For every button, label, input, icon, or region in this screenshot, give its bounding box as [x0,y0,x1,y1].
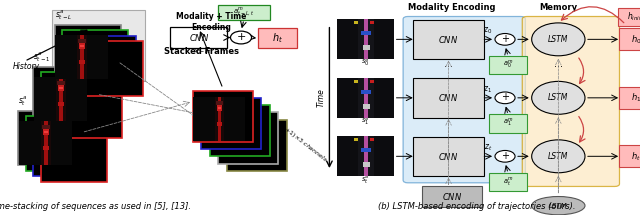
Text: $z_t$: $z_t$ [484,143,492,154]
Text: $CNN$: $CNN$ [438,92,459,103]
Ellipse shape [532,197,585,215]
Text: $s_1^a$: $s_1^a$ [361,116,370,128]
Text: $a_0^m$: $a_0^m$ [503,59,513,71]
Text: $s_t^a$: $s_t^a$ [19,94,28,108]
FancyBboxPatch shape [33,67,100,122]
Text: Memory: Memory [540,3,577,12]
FancyBboxPatch shape [170,28,227,48]
FancyBboxPatch shape [490,114,527,132]
Text: $h_1$: $h_1$ [631,92,640,104]
FancyBboxPatch shape [620,145,640,167]
FancyBboxPatch shape [413,20,484,59]
FancyBboxPatch shape [19,111,84,166]
Text: $(L\!+\!1)\!\times\!3$ channels: $(L\!+\!1)\!\times\!3$ channels [277,121,330,165]
Text: LSTM: LSTM [548,35,568,44]
FancyBboxPatch shape [413,78,484,118]
FancyBboxPatch shape [227,120,287,171]
Text: $CNN$: $CNN$ [438,151,459,162]
Text: +: + [501,34,509,44]
Circle shape [495,34,515,45]
Circle shape [495,92,515,104]
Text: ...: ... [554,59,563,69]
Text: Modality Encoding: Modality Encoding [408,3,495,12]
Text: $s_{t-L\epsilon}$: $s_{t-L\epsilon}$ [193,47,211,56]
FancyBboxPatch shape [41,72,107,127]
Text: $a_t^m$: $a_t^m$ [503,176,513,188]
Text: Stacked Frames: Stacked Frames [164,47,239,56]
Text: $CNN$: $CNN$ [189,32,209,43]
Text: $z_1$: $z_1$ [483,84,492,95]
FancyBboxPatch shape [52,10,145,81]
Text: (a) Frame-stacking of sequences as used in [5], [13].: (a) Frame-stacking of sequences as used … [0,202,191,211]
Text: ...: ... [444,59,453,69]
FancyBboxPatch shape [202,98,262,149]
FancyBboxPatch shape [41,127,107,182]
Circle shape [230,31,252,44]
FancyBboxPatch shape [490,173,527,191]
Text: (b) LSTM-based encoding of trajectories (ours).: (b) LSTM-based encoding of trajectories … [378,202,575,211]
Ellipse shape [532,140,585,173]
Text: $a_1^m$: $a_1^m$ [503,117,513,129]
Text: +: + [236,32,246,42]
Ellipse shape [532,23,585,56]
FancyBboxPatch shape [70,36,136,91]
FancyBboxPatch shape [49,78,115,132]
Text: $s_{t-1}^a$: $s_{t-1}^a$ [33,51,51,64]
FancyBboxPatch shape [218,112,278,164]
Text: LSTM: LSTM [549,203,568,209]
Text: LSTM: LSTM [548,93,568,102]
Text: History: History [12,61,40,71]
Text: $h_{init}$: $h_{init}$ [627,11,640,23]
Text: $h_t$: $h_t$ [631,150,640,163]
FancyBboxPatch shape [522,17,620,186]
Text: +: + [501,92,509,103]
FancyBboxPatch shape [56,83,122,138]
Circle shape [495,150,515,162]
FancyBboxPatch shape [218,5,269,20]
Text: +: + [501,151,509,161]
Text: $z_0$: $z_0$ [483,26,492,37]
FancyBboxPatch shape [403,17,525,183]
FancyBboxPatch shape [33,122,100,176]
Text: $a^m_{t-L,t}$: $a^m_{t-L,t}$ [233,6,255,18]
Text: $h_0$: $h_0$ [630,33,640,46]
FancyBboxPatch shape [26,116,92,171]
FancyBboxPatch shape [490,56,527,74]
FancyBboxPatch shape [77,41,143,96]
Text: $h_t$: $h_t$ [271,32,283,45]
Ellipse shape [532,81,585,114]
FancyBboxPatch shape [618,8,640,26]
FancyBboxPatch shape [193,91,253,142]
FancyBboxPatch shape [257,28,297,48]
FancyBboxPatch shape [422,186,481,207]
Text: $s_{t-L}^a$: $s_{t-L}^a$ [54,8,72,22]
FancyBboxPatch shape [413,137,484,176]
FancyBboxPatch shape [210,105,270,156]
Text: ...: ... [76,24,86,34]
FancyBboxPatch shape [620,87,640,109]
Text: $CNN$: $CNN$ [442,191,462,202]
Text: $s_0^a$: $s_0^a$ [361,57,370,69]
Text: LSTM: LSTM [548,152,568,161]
Text: Modality + Time
Encoding: Modality + Time Encoding [176,12,246,32]
FancyBboxPatch shape [62,30,128,85]
Text: $CNN$: $CNN$ [438,34,459,45]
FancyBboxPatch shape [620,28,640,50]
Text: $s_t^a$: $s_t^a$ [361,174,370,186]
FancyBboxPatch shape [54,25,121,80]
Text: Time: Time [317,88,326,107]
